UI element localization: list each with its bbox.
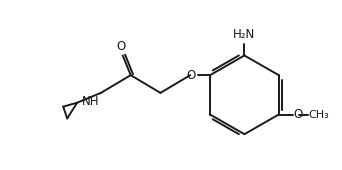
Text: H₂N: H₂N (233, 28, 255, 41)
Text: CH₃: CH₃ (308, 110, 329, 121)
Text: O: O (186, 69, 195, 82)
Text: O: O (116, 40, 126, 53)
Text: NH: NH (81, 95, 99, 108)
Text: O: O (294, 108, 303, 121)
